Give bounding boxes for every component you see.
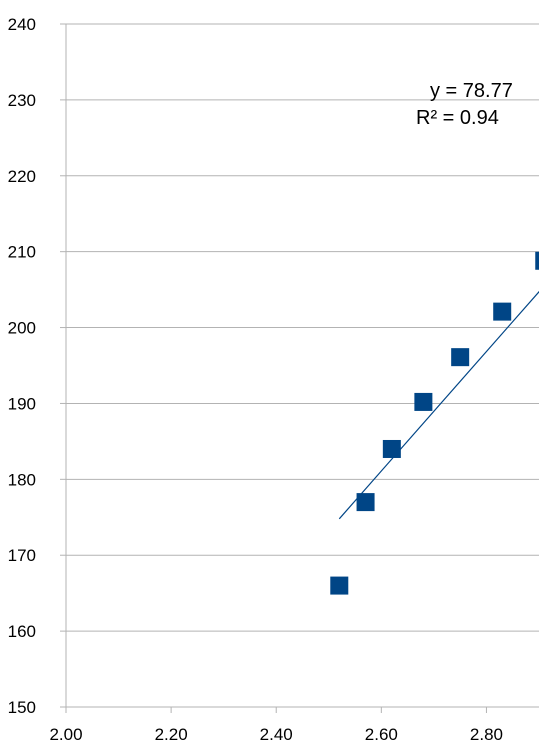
data-point <box>414 392 433 411</box>
x-tick-label: 2.20 <box>155 725 188 743</box>
y-tick-label: 170 <box>8 546 36 565</box>
x-tick-label: 2.40 <box>260 725 293 743</box>
grid-lines <box>66 23 539 708</box>
y-tick-label: 230 <box>8 91 36 110</box>
axes <box>60 23 487 713</box>
trendline-equation: y = 78.77 R² = 0.94 <box>416 80 513 129</box>
trendline-group <box>338 290 539 520</box>
x-tick-label: 2.80 <box>470 725 503 743</box>
r-squared-text: R² = 0.94 <box>416 107 499 129</box>
tick-labels: 150 160 170 180 190 200 210 220 230 240 2.00 2.20 2.… <box>8 15 503 743</box>
y-tick-label: 160 <box>8 622 36 641</box>
trendline <box>338 290 539 520</box>
data-point <box>356 493 375 512</box>
y-tick-label: 210 <box>8 243 36 262</box>
y-tick-label: 190 <box>8 394 36 413</box>
x-tick-label: 2.00 <box>49 725 82 743</box>
data-point <box>451 348 470 367</box>
data-point <box>535 251 539 270</box>
x-tick-label: 2.60 <box>365 725 398 743</box>
y-tick-label: 240 <box>8 15 36 34</box>
data-point <box>382 439 401 458</box>
data-point <box>493 302 512 321</box>
trendline-equation-text: y = 78.77 <box>430 80 513 102</box>
data-point <box>330 576 349 595</box>
y-tick-label: 180 <box>8 470 36 489</box>
data-points <box>330 251 539 595</box>
y-tick-label: 150 <box>8 698 36 717</box>
y-tick-label: 220 <box>8 167 36 186</box>
y-tick-label: 200 <box>8 319 36 338</box>
